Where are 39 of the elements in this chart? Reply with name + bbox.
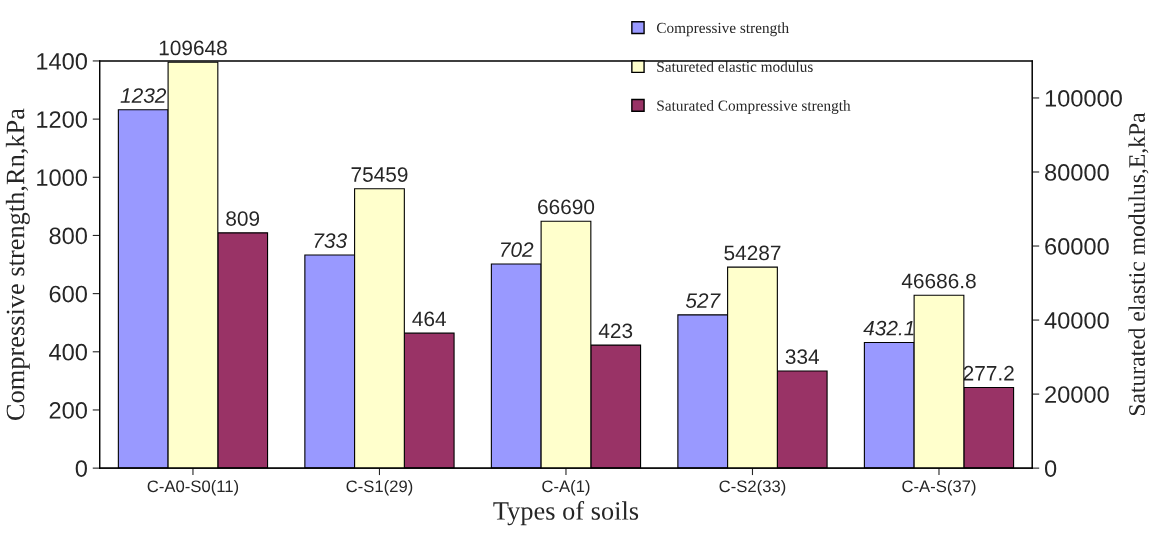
y-tick-label: 600 [49,285,87,303]
x-tick-label: C-A-S(37) [902,479,976,496]
y2-tick-label: 20000 [1045,386,1109,403]
y-tick-label: 200 [49,402,87,419]
data-label: 109648 [159,40,227,56]
x-tick-label: C-S1(29) [346,479,413,496]
y-tick-label: 400 [49,343,87,361]
data-label: 733 [314,233,347,249]
data-label: 809 [226,211,260,226]
data-label: 702 [501,242,534,258]
y2-tick-label: 0 [1044,460,1057,477]
data-label: 423 [598,323,633,339]
y2-tick-label: 60000 [1045,238,1109,255]
data-label: 334 [785,349,819,365]
data-label: 66690 [538,199,595,215]
y2-tick-label: 80000 [1045,164,1109,181]
legend-label: Saturated Compressive strength [657,100,851,114]
data-label: 75459 [351,167,408,182]
y-tick-label: 0 [75,460,87,477]
x-tick-label: C-A(1) [542,479,590,496]
y2-tick-label: 100000 [1045,90,1122,107]
y-tick-label: 1200 [37,111,87,128]
y-axis-title: Compressive strength,Rn,kPa [5,108,30,420]
y-tick-label: 800 [49,227,87,245]
x-tick-label: C-S2(33) [719,479,786,496]
data-label: 432.1 [863,320,914,336]
y2-axis-title: Saturated elastic modulus,E,kPa [1128,112,1149,416]
x-tick-label: C-A0-S0(11) [147,479,239,496]
data-label: 464 [412,311,446,327]
data-label: 54287 [724,245,781,261]
y-tick-label: 1400 [37,53,87,70]
x-axis-title: Types of soils [493,501,639,526]
y2-tick-label: 40000 [1044,312,1109,329]
legend-label: Satureted elastic modulus [657,61,813,72]
legend-label: Compressive strength [656,22,789,37]
data-label: 527 [685,293,721,308]
y-tick-label: 1000 [37,169,87,187]
data-label: 46686.8 [901,273,976,289]
data-label: 1232 [120,88,167,103]
